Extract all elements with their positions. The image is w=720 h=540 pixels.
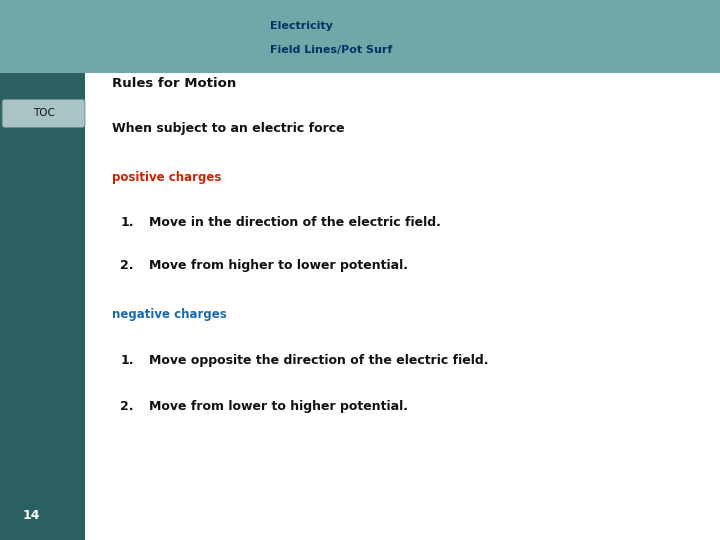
Text: Electricity: Electricity bbox=[270, 21, 333, 31]
FancyBboxPatch shape bbox=[0, 0, 85, 540]
FancyBboxPatch shape bbox=[85, 73, 720, 540]
Text: Move from lower to higher potential.: Move from lower to higher potential. bbox=[149, 400, 408, 413]
Text: positive charges: positive charges bbox=[112, 171, 221, 184]
Text: When subject to an electric force: When subject to an electric force bbox=[112, 122, 344, 135]
Text: 1.: 1. bbox=[120, 216, 134, 229]
Text: 2.: 2. bbox=[120, 400, 134, 413]
Text: 2.: 2. bbox=[120, 259, 134, 272]
Text: TOC: TOC bbox=[32, 109, 55, 118]
Text: 1.: 1. bbox=[120, 354, 134, 367]
FancyBboxPatch shape bbox=[0, 0, 720, 73]
FancyBboxPatch shape bbox=[2, 99, 85, 127]
Text: negative charges: negative charges bbox=[112, 308, 226, 321]
Text: Move in the direction of the electric field.: Move in the direction of the electric fi… bbox=[149, 216, 441, 229]
Text: Move from higher to lower potential.: Move from higher to lower potential. bbox=[149, 259, 408, 272]
Text: Move opposite the direction of the electric field.: Move opposite the direction of the elect… bbox=[149, 354, 489, 367]
Text: 14: 14 bbox=[23, 509, 40, 522]
Text: Field Lines/Pot Surf: Field Lines/Pot Surf bbox=[270, 45, 392, 55]
Text: Rules for Motion: Rules for Motion bbox=[112, 77, 236, 90]
